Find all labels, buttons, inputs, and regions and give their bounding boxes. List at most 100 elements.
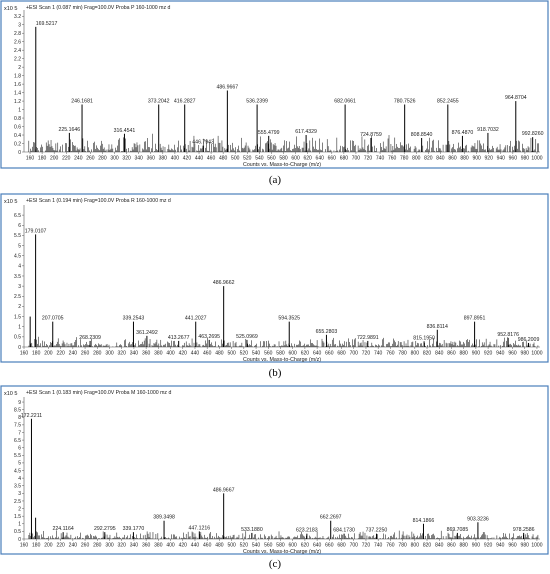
y-tick-label: 2.2	[14, 56, 21, 62]
x-tick-label: 200	[50, 156, 59, 162]
x-tick-label: 560	[264, 351, 273, 357]
x-tick-label: 360	[142, 351, 151, 357]
peak-label: 373.2042	[148, 98, 170, 104]
chart-title: +ESI Scan 1 (0.183 min) Frag=100.0V Prob…	[26, 390, 171, 396]
chart-frame	[0, 0, 549, 169]
x-tick-label: 360	[147, 156, 156, 162]
y-tick-label: 2.4	[14, 48, 21, 54]
peak-label: 964.8704	[505, 95, 527, 101]
y-tick-label: 5.5	[14, 233, 21, 239]
x-tick-label: 780	[398, 351, 407, 357]
x-tick-label: 480	[219, 156, 228, 162]
x-tick-label: 300	[110, 156, 119, 162]
x-tick-label: 840	[435, 351, 444, 357]
peak-label: 852.2455	[437, 98, 459, 104]
x-tick-label: 940	[497, 156, 506, 162]
y-tick-label: 0	[18, 345, 21, 351]
x-tick-label: 720	[364, 156, 373, 162]
y-tick-label: 1	[18, 107, 21, 113]
x-tick-label: 460	[207, 156, 216, 162]
x-tick-label: 160	[20, 351, 29, 357]
y-tick-label: 1.5	[14, 314, 21, 320]
peak-label: 413.2677	[168, 335, 190, 341]
x-tick-label: 720	[362, 543, 371, 549]
y-tick-label: 5	[18, 243, 21, 249]
x-tick-label: 940	[496, 543, 505, 549]
peak-label: 225.1646	[59, 127, 81, 133]
x-tick-label: 280	[93, 351, 102, 357]
x-tick-label: 400	[166, 351, 175, 357]
chart-frame	[0, 193, 549, 363]
x-tick-label: 480	[215, 351, 224, 357]
y-tick-label: 7.5	[14, 423, 21, 429]
peak-label: 897.8951	[464, 316, 486, 322]
chart-title: +ESI Scan 1 (0.087 min) Frag=100.0V Prob…	[26, 5, 170, 11]
y-exponent-label: x10 5	[4, 6, 17, 12]
x-tick-label: 780	[400, 156, 409, 162]
x-tick-label: 320	[118, 351, 127, 357]
peak-label: 179.0107	[25, 228, 47, 234]
x-tick-label: 520	[243, 156, 252, 162]
peak-label: 918.7032	[477, 127, 499, 133]
x-tick-label: 280	[98, 156, 107, 162]
peak-label: 361.2492	[136, 330, 158, 336]
x-tick-label: 860	[447, 351, 456, 357]
x-tick-label: 560	[264, 543, 273, 549]
x-tick-label: 1000	[531, 156, 542, 162]
x-tick-label: 440	[191, 543, 200, 549]
y-tick-label: 0.4	[14, 133, 21, 139]
x-tick-label: 260	[81, 351, 90, 357]
spectrum-chart-a: x10 5 +ESI Scan 1 (0.087 min) Frag=100.0V…	[0, 0, 549, 169]
x-tick-label: 680	[337, 351, 346, 357]
x-tick-label: 360	[142, 543, 151, 549]
x-tick-label: 440	[191, 351, 200, 357]
peak-label: 416.2827	[174, 98, 196, 104]
y-tick-label: 2	[18, 304, 21, 310]
spectrum-chart-b: x10 5 +ESI Scan 1 (0.194 min) Frag=100.0V…	[0, 193, 549, 363]
x-tick-label: 220	[56, 543, 65, 549]
caption-b: (b)	[268, 367, 282, 379]
y-tick-label: 0	[18, 150, 21, 156]
x-axis-label: Counts vs. Mass-to-Charge (m/z)	[243, 549, 321, 555]
peak-label: 623.2183	[296, 528, 318, 534]
x-axis-label: Counts vs. Mass-to-Charge (m/z)	[243, 357, 321, 363]
x-tick-label: 400	[171, 156, 180, 162]
x-tick-label: 900	[472, 543, 481, 549]
peak-label: 486.9667	[217, 84, 239, 90]
x-tick-label: 160	[26, 156, 35, 162]
y-tick-label: 2.5	[14, 499, 21, 505]
x-tick-label: 680	[337, 543, 346, 549]
x-tick-label: 540	[252, 543, 261, 549]
chart-title: +ESI Scan 1 (0.194 min) Frag=100.0V Prob…	[26, 198, 171, 204]
x-tick-label: 800	[412, 156, 421, 162]
y-tick-label: 0.5	[14, 335, 21, 341]
y-tick-label: 9	[18, 400, 21, 406]
x-tick-label: 620	[301, 543, 310, 549]
y-tick-label: 5.5	[14, 453, 21, 459]
x-tick-label: 340	[130, 543, 139, 549]
y-tick-label: 3.5	[14, 484, 21, 490]
x-tick-label: 640	[313, 543, 322, 549]
peak-label: 952.8176	[497, 332, 519, 338]
x-tick-label: 600	[289, 543, 298, 549]
caption-c: (c)	[268, 558, 282, 570]
x-tick-label: 280	[93, 543, 102, 549]
peak-label: 992.8260	[522, 131, 544, 137]
spectrum-panel-a: x10 5 +ESI Scan 1 (0.087 min) Frag=100.0V…	[0, 0, 550, 190]
y-tick-label: 3	[18, 491, 21, 497]
peak-label: 722.9891	[357, 335, 379, 341]
x-tick-label: 340	[130, 351, 139, 357]
x-tick-label: 900	[472, 351, 481, 357]
y-tick-label: 5	[18, 461, 21, 467]
x-tick-label: 400	[166, 543, 175, 549]
y-tick-label: 1.5	[14, 514, 21, 520]
y-exponent-label: x10 5	[4, 391, 17, 397]
x-tick-label: 500	[231, 156, 240, 162]
x-tick-label: 660	[325, 543, 334, 549]
y-tick-label: 6.5	[14, 213, 21, 219]
y-tick-label: 4	[18, 476, 21, 482]
x-tick-label: 960	[508, 543, 517, 549]
x-tick-label: 980	[521, 543, 530, 549]
x-tick-label: 720	[362, 351, 371, 357]
y-tick-label: 1	[18, 325, 21, 331]
